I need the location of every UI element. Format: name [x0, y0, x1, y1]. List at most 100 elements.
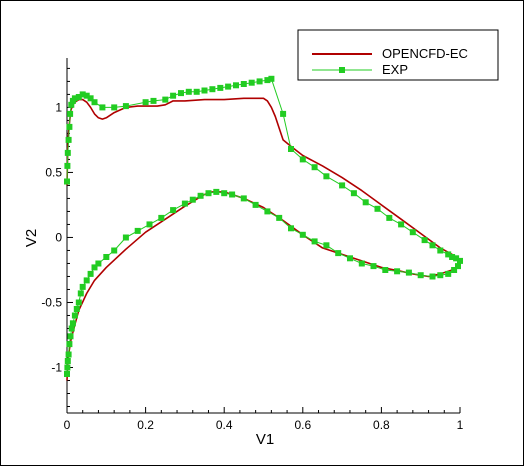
data-point — [421, 237, 428, 244]
y-axis-title: V2 — [23, 229, 40, 247]
data-point — [280, 110, 287, 117]
data-point — [71, 312, 78, 319]
data-point — [311, 238, 318, 245]
data-point — [288, 225, 294, 232]
data-point — [457, 257, 463, 264]
data-point — [69, 320, 76, 327]
data-point — [142, 99, 149, 106]
data-point — [75, 94, 82, 100]
x-tick-label: 1 — [457, 418, 464, 432]
data-point — [91, 99, 98, 106]
data-point — [445, 251, 452, 258]
data-point — [79, 91, 86, 98]
data-point — [111, 247, 118, 254]
data-point — [225, 83, 232, 90]
data-point — [299, 156, 306, 163]
data-point — [193, 88, 200, 95]
data-point — [339, 182, 346, 189]
data-point — [323, 242, 330, 249]
data-point — [68, 325, 75, 332]
data-point — [178, 90, 184, 97]
data-point — [394, 268, 401, 275]
data-point — [79, 283, 86, 290]
x-axis-title: V1 — [256, 431, 274, 448]
legend-label-exp: EXP — [382, 62, 408, 77]
data-point — [213, 188, 220, 195]
data-point — [99, 104, 106, 111]
data-point — [185, 88, 192, 95]
x-ticks: 0 0.2 0.4 0.6 0.8 1 — [64, 407, 464, 432]
x-tick-label: 0.6 — [294, 418, 311, 432]
x-tick-label: 0.4 — [216, 418, 233, 432]
data-point — [87, 270, 94, 277]
data-point — [83, 92, 90, 99]
data-point — [288, 146, 294, 152]
series-exp — [64, 75, 463, 377]
data-point — [77, 290, 84, 297]
data-point — [221, 190, 228, 197]
data-point — [370, 263, 377, 270]
y-tick-label: 0 — [55, 230, 62, 244]
legend-marker-exp — [339, 67, 345, 73]
data-point — [95, 260, 102, 267]
x-tick-label: 0.8 — [373, 418, 390, 432]
data-point — [382, 267, 389, 273]
plot-area: 0 0.2 0.4 0.6 0.8 1 -1 -0.5 0 0.5 1 — [41, 58, 464, 432]
data-point — [146, 221, 153, 228]
data-point — [264, 208, 271, 215]
y-tick-label: -0.5 — [41, 295, 62, 309]
data-point — [449, 254, 456, 260]
data-point — [66, 123, 73, 130]
data-point — [64, 358, 71, 364]
data-point — [240, 195, 247, 202]
data-point — [64, 364, 71, 371]
data-point — [362, 199, 369, 206]
data-point — [87, 95, 94, 102]
data-point — [323, 173, 330, 180]
data-point — [67, 110, 74, 117]
data-point — [409, 229, 416, 236]
data-point — [358, 260, 365, 267]
data-point — [335, 250, 342, 257]
data-point — [134, 227, 141, 234]
data-point — [64, 149, 71, 156]
data-point — [71, 95, 78, 102]
data-point — [91, 264, 98, 271]
data-point — [437, 247, 444, 254]
data-point — [217, 84, 224, 91]
data-point — [67, 333, 74, 340]
data-point — [451, 267, 458, 273]
data-point — [64, 162, 71, 169]
data-point — [264, 77, 271, 84]
series-layer — [64, 75, 463, 381]
data-point — [103, 254, 110, 260]
legend: OPENCFD-EC EXP — [297, 29, 499, 81]
data-point — [170, 92, 177, 99]
data-point — [64, 371, 70, 377]
data-point — [158, 214, 165, 221]
data-point — [252, 201, 259, 208]
data-point — [181, 200, 188, 207]
y-tick-label: -1 — [51, 360, 62, 374]
data-point — [64, 178, 70, 185]
data-point — [455, 263, 461, 270]
data-point — [75, 299, 82, 306]
data-point — [405, 269, 412, 276]
data-point — [437, 272, 444, 279]
data-point — [417, 272, 424, 279]
data-point — [229, 191, 236, 198]
data-point — [68, 101, 75, 108]
data-point — [65, 136, 72, 143]
data-point — [65, 351, 72, 358]
data-point — [398, 221, 405, 228]
data-point — [66, 341, 73, 348]
data-point — [268, 75, 275, 82]
data-point — [201, 87, 208, 94]
data-point — [240, 81, 247, 87]
data-point — [205, 190, 212, 197]
data-point — [73, 306, 80, 312]
data-point — [276, 214, 283, 221]
data-point — [429, 273, 436, 280]
data-point — [347, 255, 353, 262]
